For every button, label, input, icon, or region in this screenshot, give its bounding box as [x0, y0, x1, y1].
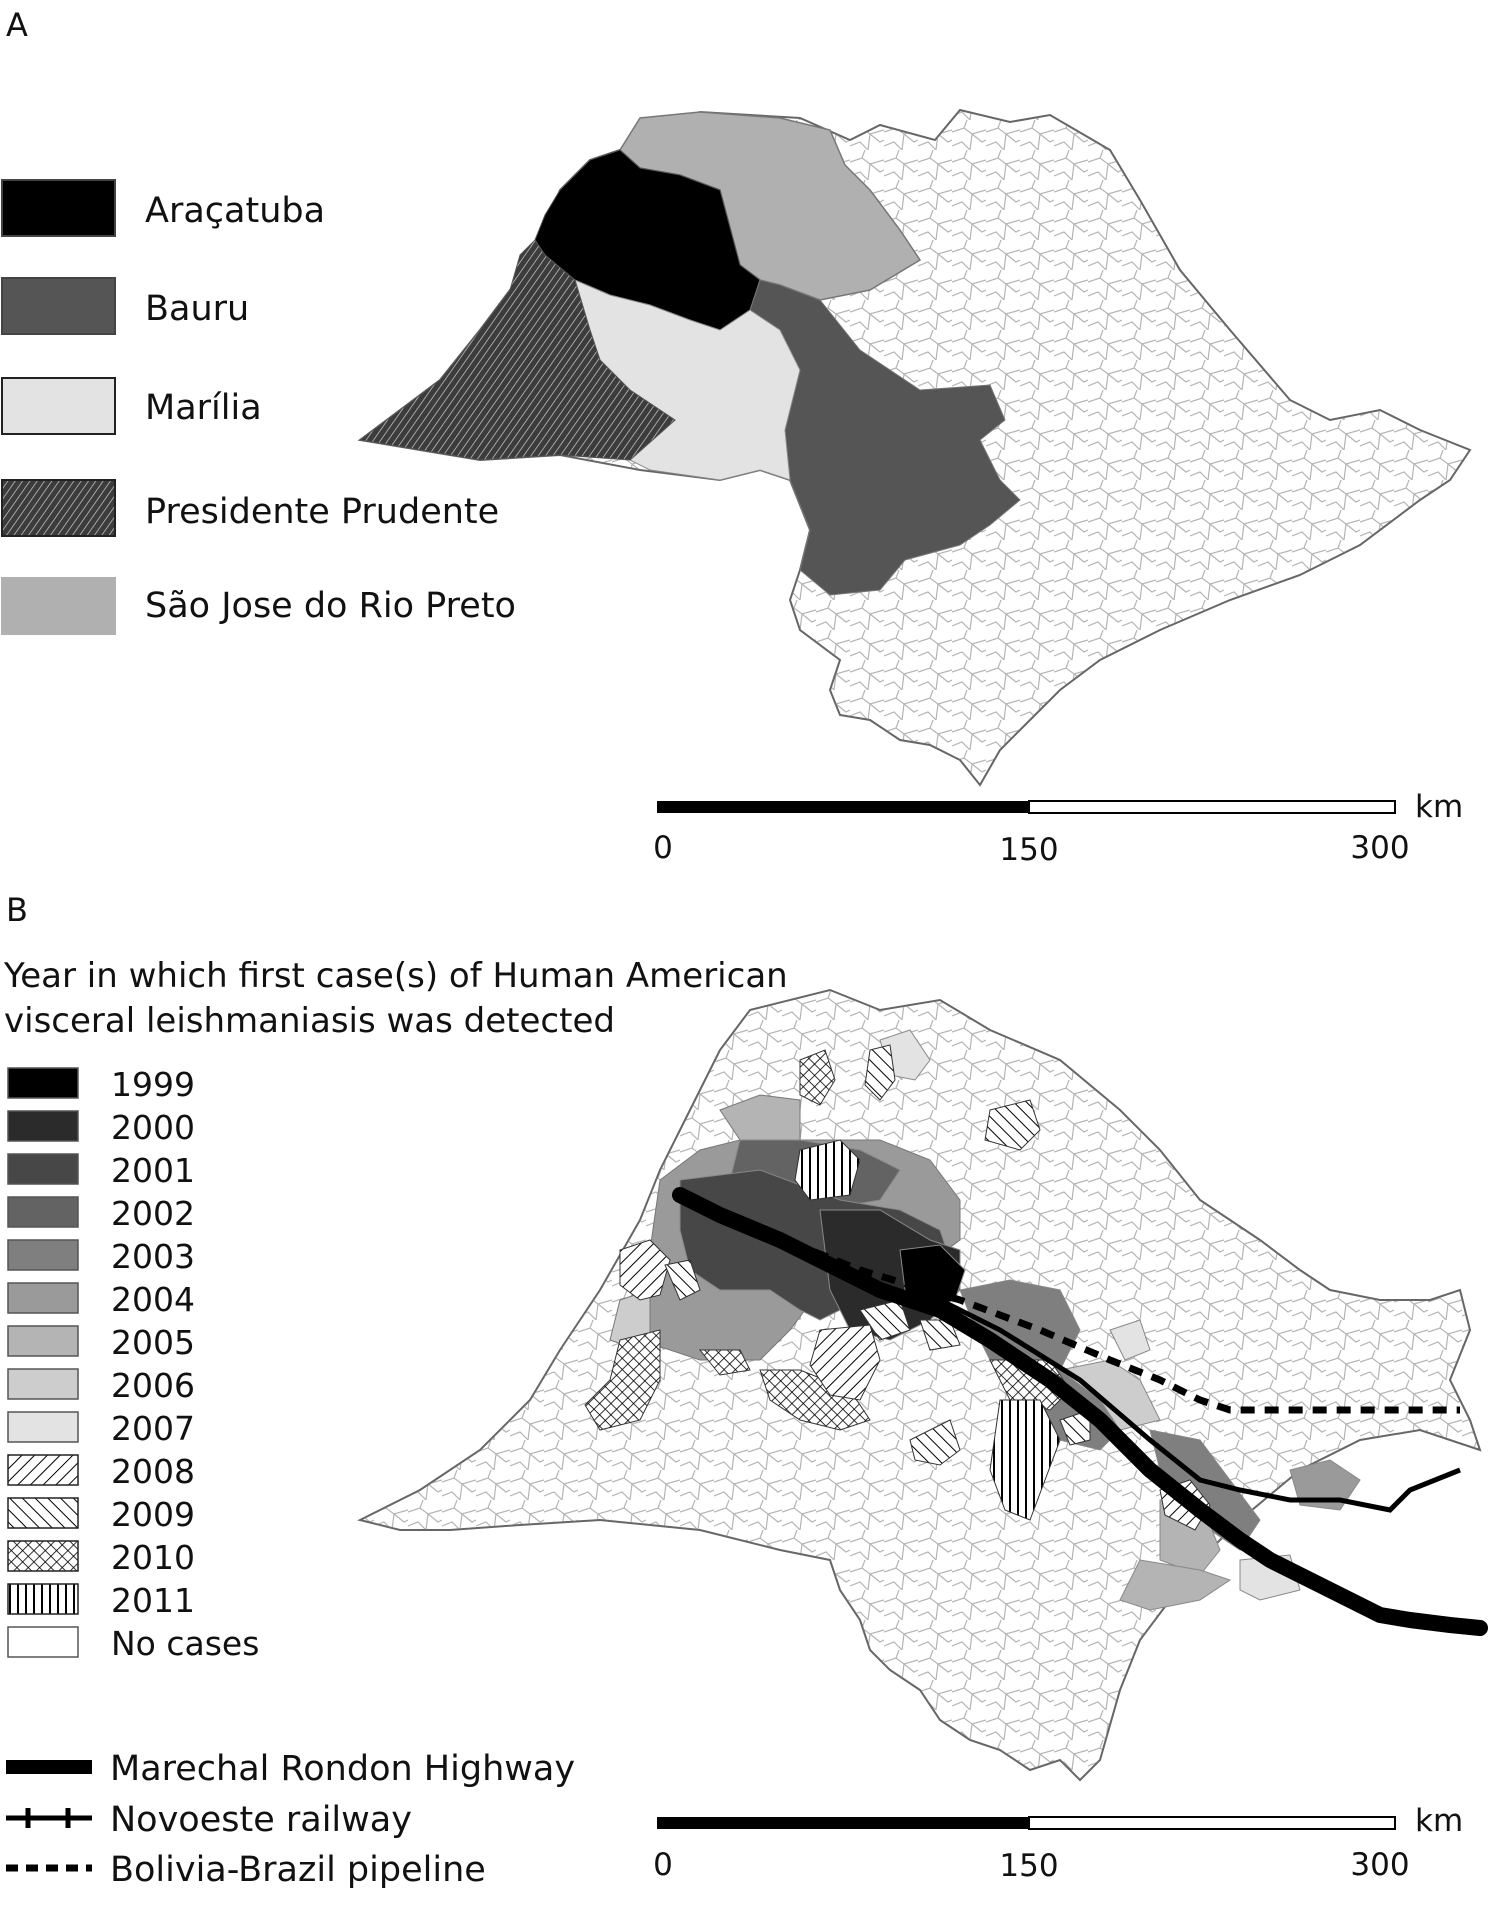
map-b-area-2009-south	[909, 1419, 961, 1466]
legend-swatch-sjrp	[1, 577, 116, 635]
map-b-area-2010-central2	[759, 1369, 871, 1431]
map-b-area-2009-mid	[919, 1319, 961, 1351]
map-b-area-2009-central	[859, 1299, 911, 1341]
legend-swatch-no-cases	[7, 1626, 79, 1658]
legend-label-2005: 2005	[111, 1323, 195, 1362]
map-b-area-2010-north	[799, 1049, 836, 1106]
map-b-area-2010-central	[698, 1349, 751, 1376]
scale-bar-b: km 0 150 300	[653, 1803, 1463, 1884]
legend-label-2001: 2001	[111, 1151, 195, 1190]
scale-a-tick-0: 0	[653, 830, 673, 866]
panel-a: A Araçatuba Bauru Marília Presidente Pru…	[1, 6, 1472, 868]
map-b-railway	[938, 1297, 1461, 1513]
legend-label-2006: 2006	[111, 1366, 195, 1405]
map-a-region-prudente	[358, 239, 676, 461]
scale-bar-a: km 0 150 300	[653, 789, 1463, 868]
scale-b-tick-150: 150	[999, 1848, 1058, 1884]
map-b-pipeline	[678, 1196, 1460, 1414]
legend-swatch-marilia	[1, 377, 116, 435]
legend-label-2003: 2003	[111, 1237, 195, 1276]
scale-b-white-segment	[1028, 1816, 1396, 1830]
legend-swatch-2001	[7, 1153, 79, 1185]
legend-label-no-cases: No cases	[111, 1624, 259, 1663]
legend-swatch-2005	[7, 1325, 79, 1357]
legend-label-2010: 2010	[111, 1538, 195, 1577]
legend-a-bauru: Bauru	[1, 277, 249, 335]
legend-swatch-2009	[7, 1497, 79, 1529]
legend-label-2000: 2000	[111, 1108, 195, 1147]
scale-b-black-segment	[657, 1817, 1029, 1829]
scale-a-white-segment	[1028, 800, 1396, 814]
legend-swatch-2007	[7, 1411, 79, 1443]
map-b-highway	[672, 1187, 1488, 1636]
panel-b-lines-legend: Marechal Rondon Highway Novoeste railway…	[6, 1749, 575, 1890]
legend-a-aracatuba: Araçatuba	[1, 179, 325, 237]
legend-label-prudente: Presidente Prudente	[145, 492, 499, 532]
legend-label-2007: 2007	[111, 1409, 195, 1448]
scale-a-tick-300: 300	[1350, 830, 1409, 866]
legend-swatch-bauru	[1, 277, 116, 335]
map-b-municipal-boundaries	[360, 990, 1480, 1780]
legend-swatch-2006	[7, 1368, 79, 1400]
panel-b-label: B	[6, 891, 28, 929]
scale-a-unit: km	[1415, 789, 1463, 825]
legend-swatch-2004	[7, 1282, 79, 1314]
legend-swatch-2002	[7, 1196, 79, 1228]
legend-label-bauru: Bauru	[145, 289, 249, 329]
map-b-area-2009-north	[864, 1044, 896, 1101]
legend-swatch-2003	[7, 1239, 79, 1271]
legend-swatch-2008	[7, 1454, 79, 1486]
legend-a-prudente: Presidente Prudente	[1, 479, 499, 537]
legend-label-1999: 1999	[111, 1065, 195, 1104]
legend-swatch-2000	[7, 1110, 79, 1142]
scale-b-tick-300: 300	[1350, 1847, 1409, 1883]
map-b-area-2011-north	[794, 1139, 861, 1201]
panel-a-legend: Araçatuba Bauru Marília Presidente Prude…	[1, 179, 516, 635]
legend-a-sjrp: São Jose do Rio Preto	[1, 577, 516, 635]
legend-label-2009: 2009	[111, 1495, 195, 1534]
panel-b-title-line2: visceral leishmaniasis was detected	[4, 1001, 615, 1041]
map-b-area-2008-west	[619, 1239, 671, 1301]
legend-swatch-aracatuba	[1, 179, 116, 237]
legend-label-sjrp: São Jose do Rio Preto	[145, 586, 516, 626]
map-b-area-2009-ne	[984, 1099, 1041, 1151]
legend-label-2002: 2002	[111, 1194, 195, 1233]
panel-b: B Year in which first case(s) of Human A…	[3, 891, 1488, 1890]
scale-b-unit: km	[1415, 1803, 1463, 1839]
legend-label-2004: 2004	[111, 1280, 195, 1319]
map-b-area-2009-west	[664, 1259, 701, 1301]
legend-label-railway: Novoeste railway	[110, 1800, 412, 1840]
legend-swatch-1999	[7, 1067, 79, 1099]
legend-label-pipeline: Bolivia-Brazil pipeline	[110, 1850, 486, 1890]
map-b	[357, 988, 1488, 1782]
map-b-area-2011-east	[989, 1399, 1061, 1521]
legend-a-marilia: Marília	[1, 377, 262, 435]
legend-swatch-2010	[7, 1540, 79, 1572]
legend-label-aracatuba: Araçatuba	[145, 191, 325, 231]
legend-label-highway: Marechal Rondon Highway	[110, 1749, 575, 1789]
map-b-area-2010-west	[584, 1329, 661, 1431]
panel-b-legend: 1999 2000 2001 2002 2003 2004 2005 2006 …	[7, 1065, 259, 1663]
scale-a-black-segment	[657, 801, 1029, 813]
panel-b-title-line1: Year in which first case(s) of Human Ame…	[3, 956, 788, 996]
legend-label-2008: 2008	[111, 1452, 195, 1491]
map-b-area-2007-mid	[1109, 1319, 1151, 1361]
scale-b-tick-0: 0	[653, 1847, 673, 1883]
legend-line-railway	[6, 1808, 92, 1828]
legend-swatch-prudente	[1, 479, 116, 537]
panel-a-label: A	[6, 6, 28, 44]
legend-swatch-2011	[7, 1583, 79, 1615]
map-a	[357, 108, 1472, 787]
scale-a-tick-150: 150	[999, 832, 1058, 868]
legend-label-2011: 2011	[111, 1581, 195, 1620]
legend-label-marilia: Marília	[145, 388, 262, 428]
map-b-area-2005-south	[1119, 1559, 1232, 1611]
